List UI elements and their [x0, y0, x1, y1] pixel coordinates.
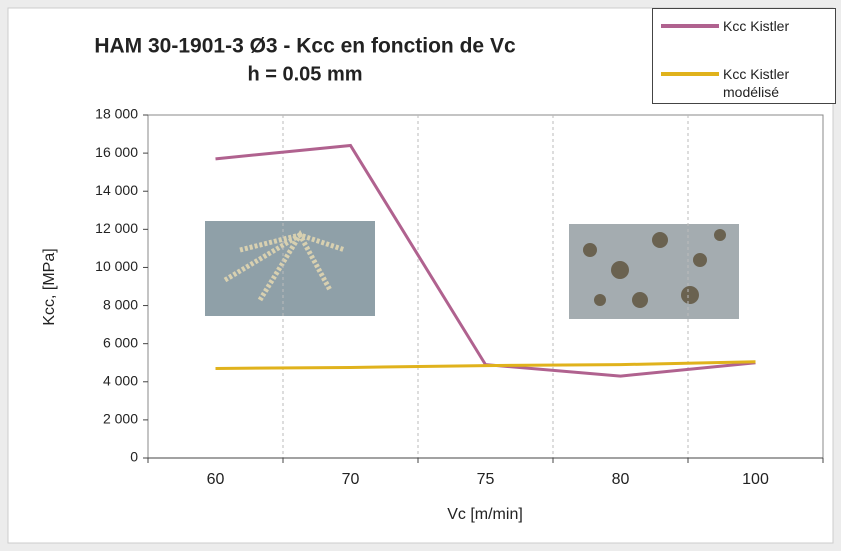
- x-tick-label: 75: [477, 471, 495, 488]
- legend-entry: Kcc Kistler: [661, 17, 823, 35]
- x-tick-label: 60: [207, 471, 225, 488]
- photo-right: [569, 224, 739, 319]
- legend-entry: Kcc Kistler modélisé: [661, 65, 823, 101]
- y-tick-label: 6 000: [103, 334, 138, 350]
- chart-title: HAM 30-1901-3 Ø3 - Kcc en fonction de Vc: [94, 35, 516, 58]
- x-tick-label: 100: [742, 471, 769, 488]
- chart-subtitle: h = 0.05 mm: [247, 63, 362, 85]
- x-tick-label: 70: [342, 471, 360, 488]
- legend-label: Kcc Kistler: [723, 17, 823, 35]
- page: HAM 30-1901-3 Ø3 - Kcc en fonction de Vc…: [0, 0, 841, 551]
- legend-swatch: [661, 72, 719, 76]
- y-tick-label: 10 000: [95, 258, 138, 274]
- y-tick-label: 18 000: [95, 106, 138, 122]
- y-tick-label: 0: [130, 449, 138, 465]
- x-tick-label: 80: [612, 471, 630, 488]
- x-axis-label: Vc [m/min]: [447, 506, 523, 523]
- y-tick-label: 16 000: [95, 144, 138, 160]
- photo-left: [205, 221, 375, 316]
- y-tick-label: 4 000: [103, 372, 138, 388]
- y-tick-label: 12 000: [95, 220, 138, 236]
- y-tick-label: 2 000: [103, 411, 138, 427]
- legend: Kcc Kistler Kcc Kistler modélisé: [652, 8, 836, 104]
- legend-label: Kcc Kistler modélisé: [723, 65, 823, 101]
- y-axis-label: Kcc, [MPa]: [41, 248, 58, 325]
- y-tick-label: 8 000: [103, 296, 138, 312]
- legend-swatch: [661, 24, 719, 28]
- y-tick-label: 14 000: [95, 182, 138, 198]
